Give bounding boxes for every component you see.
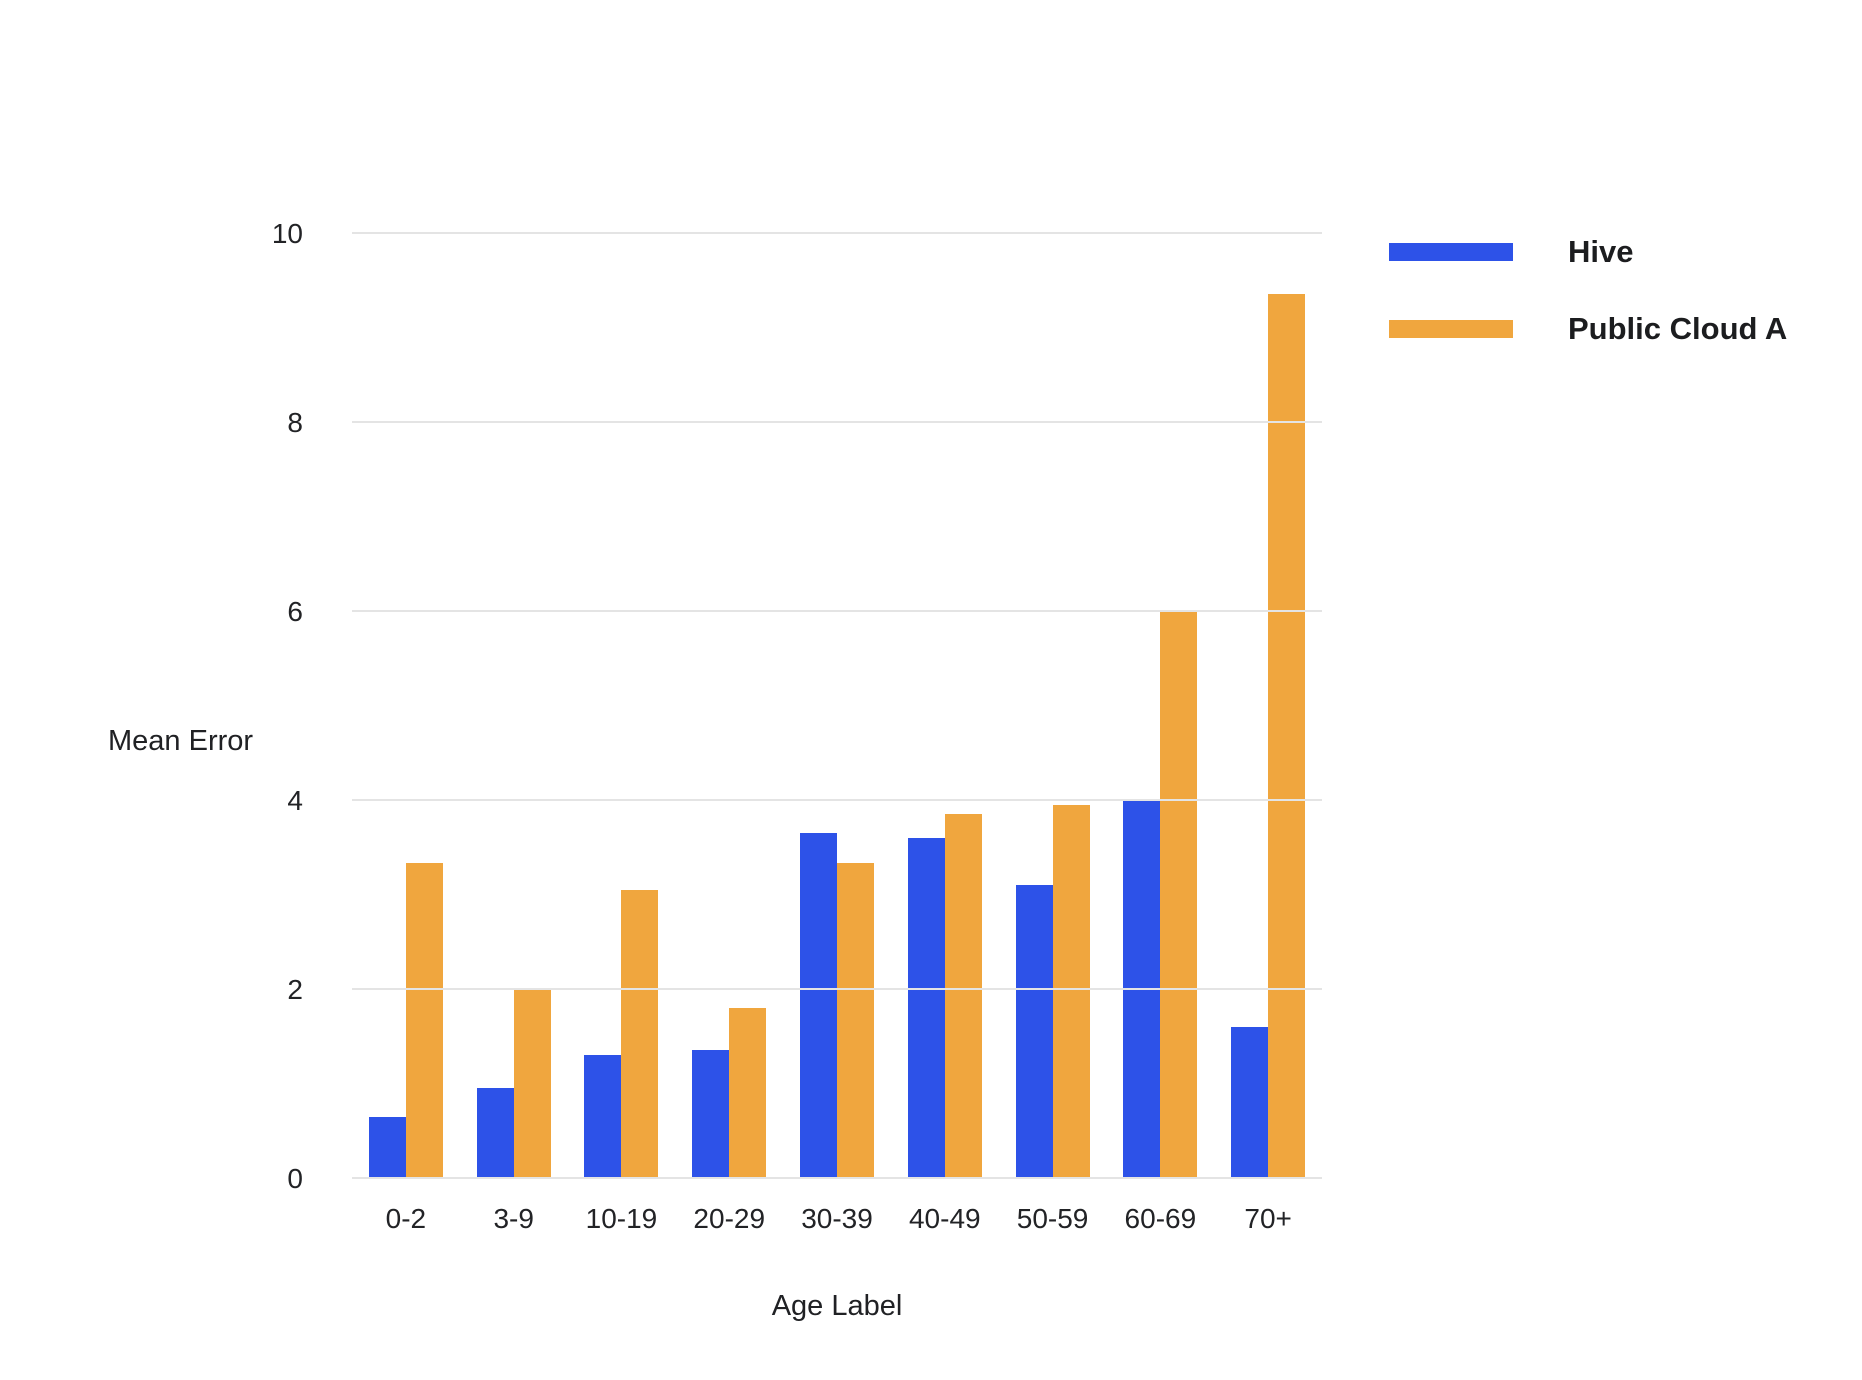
bar-hive-3-9[interactable]	[476, 1088, 514, 1178]
bar-hive-30-39[interactable]	[800, 833, 838, 1178]
x-tick-label-0-2: 0-2	[385, 1203, 427, 1234]
bar-group-0-2	[352, 233, 460, 1178]
bar-public-cloud-a-60-69[interactable]	[1160, 611, 1198, 1178]
y-tick-label-10: 10	[271, 218, 303, 249]
gridline-2	[352, 988, 1322, 990]
x-tick-label-60-69: 60-69	[1124, 1203, 1197, 1234]
bar-public-cloud-a-50-59[interactable]	[1052, 804, 1090, 1178]
bar-group-40-49	[891, 233, 999, 1178]
x-tick-label-30-39: 30-39	[801, 1203, 873, 1234]
legend-label-hive: Hive	[1568, 234, 1634, 269]
y-tick-label-2: 2	[287, 974, 303, 1005]
gridline-8	[352, 421, 1322, 423]
x-tick-label-70: 70+	[1244, 1203, 1292, 1234]
legend-item-public-cloud-a[interactable]: Public Cloud A	[1389, 311, 1787, 347]
plot-area: 0 2 4 6 8 10	[272, 220, 1322, 1193]
bar-group-10-19	[568, 233, 676, 1178]
bar-public-cloud-a-20-29[interactable]	[729, 1007, 767, 1178]
gridline-10	[352, 232, 1322, 234]
bar-group-50-59	[999, 233, 1107, 1178]
y-axis-title: Mean Error	[108, 725, 254, 757]
x-tick-label-10-19: 10-19	[585, 1203, 658, 1234]
legend-swatch-hive	[1389, 243, 1513, 261]
bar-group-30-39	[783, 233, 891, 1178]
bar-public-cloud-a-10-19[interactable]	[621, 889, 659, 1178]
x-tick-labels-row: 0-2 3-9 10-19 20-29 30-39 40-49 50-59 60-69 70+	[352, 1204, 1322, 1234]
bar-hive-10-19[interactable]	[584, 1055, 622, 1178]
legend-label-public-cloud-a: Public Cloud A	[1568, 311, 1788, 346]
bar-public-cloud-a-40-49[interactable]	[944, 814, 982, 1178]
legend-item-hive[interactable]: Hive	[1389, 234, 1787, 270]
bar-group-60-69	[1106, 233, 1214, 1178]
bar-hive-20-29[interactable]	[692, 1050, 730, 1178]
x-axis-title: Age Label	[771, 1290, 903, 1322]
legend-swatch-public-cloud-a	[1389, 320, 1513, 338]
gridline-6	[352, 610, 1322, 612]
bar-hive-0-2[interactable]	[368, 1116, 406, 1178]
bar-hive-70[interactable]	[1231, 1026, 1269, 1178]
x-tick-label-40-49: 40-49	[908, 1203, 981, 1234]
bar-public-cloud-a-0-2[interactable]	[405, 863, 443, 1178]
x-tick-label-20-29: 20-29	[693, 1203, 766, 1234]
x-tick-label-50-59: 50-59	[1016, 1203, 1089, 1234]
bar-hive-50-59[interactable]	[1015, 885, 1053, 1178]
y-tick-label-8: 8	[287, 407, 303, 438]
bar-public-cloud-a-30-39[interactable]	[837, 863, 875, 1178]
bar-group-3-9	[460, 233, 568, 1178]
bar-group-20-29	[675, 233, 783, 1178]
bar-public-cloud-a-3-9[interactable]	[513, 989, 551, 1178]
bar-hive-40-49[interactable]	[907, 837, 945, 1178]
gridline-4	[352, 799, 1322, 801]
y-tick-label-0: 0	[287, 1163, 303, 1194]
y-tick-label-6: 6	[287, 596, 303, 627]
legend: Hive Public Cloud A	[1389, 234, 1787, 347]
bar-groups-row	[352, 233, 1322, 1178]
bar-group-70	[1214, 233, 1322, 1178]
gridline-0	[352, 1177, 1322, 1179]
bar-public-cloud-a-70[interactable]	[1268, 294, 1306, 1178]
x-tick-label-3-9: 3-9	[493, 1203, 534, 1234]
y-tick-label-4: 4	[287, 785, 303, 816]
